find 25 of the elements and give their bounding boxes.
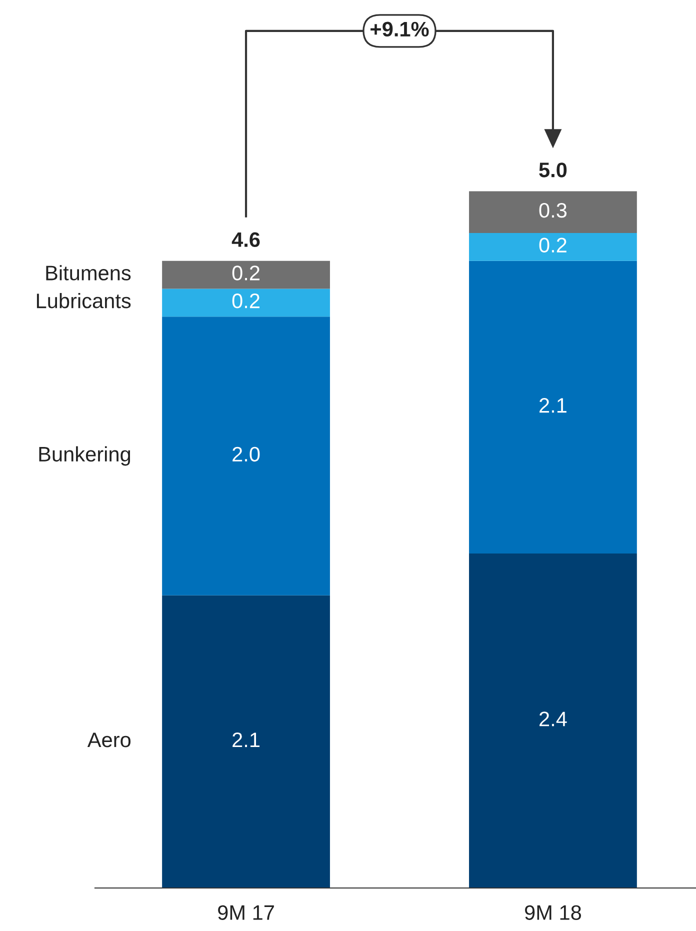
bar [162,288,330,317]
bar [162,316,330,596]
bar [162,260,330,289]
data-label: 0.2 [539,238,566,253]
data-label: 0.2 [232,266,260,280]
bar [469,233,637,261]
data-label: 2.1 [232,732,260,748]
data-label: 2.1 [540,398,566,413]
total-label: 5.0 [539,162,567,178]
series-label: Lubricants [36,292,131,308]
data-label: 2.4 [540,712,567,726]
series-label: Bitumens [46,265,131,280]
bar [162,595,330,888]
x-tick-label: 9M 18 [524,905,582,920]
text: +9.1% [370,22,429,37]
bar [469,191,637,234]
bar [469,554,637,888]
data-label: 0.3 [539,202,567,218]
data-label: 2.0 [232,446,260,462]
total-label: 4.6 [232,232,260,248]
bar [469,260,637,554]
x-tick-label: 9M 17 [218,905,274,920]
series-label: Bunkering [39,446,130,466]
data-label: 0.2 [232,294,260,308]
series-label: Aero [87,732,130,748]
